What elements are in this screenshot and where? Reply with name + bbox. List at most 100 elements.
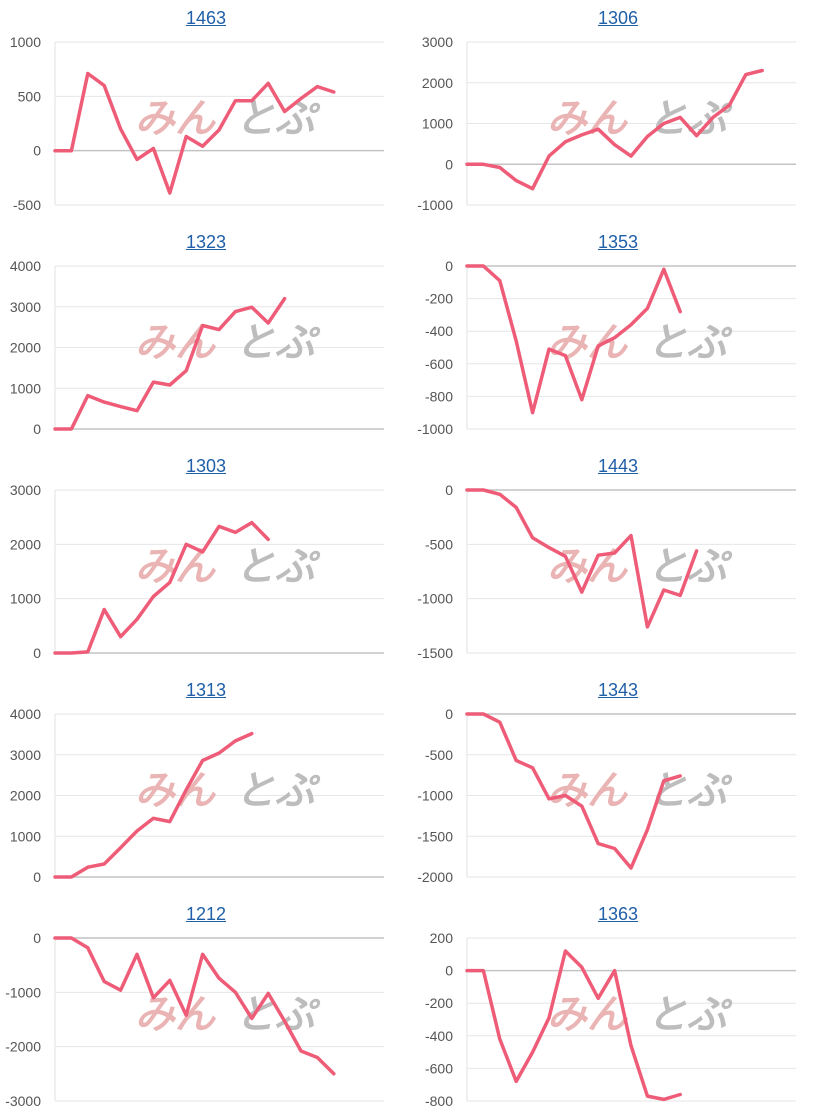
line-chart: -1000 0 1000 2000 3000 みん とぷ — [417, 34, 796, 213]
y-tick-label: 1000 — [422, 116, 453, 132]
y-tick-label: 1000 — [10, 34, 41, 50]
y-tick-label: 1000 — [10, 380, 41, 396]
stock-code-link[interactable]: 1363 — [597, 904, 639, 924]
svg-text:とぷ: とぷ — [235, 321, 321, 365]
svg-text:みん: みん — [547, 321, 629, 365]
chart-title: 1463 — [0, 8, 412, 29]
series-line — [53, 731, 254, 879]
y-tick-label: -200 — [425, 291, 453, 307]
y-tick-label: 0 — [33, 645, 41, 661]
line-chart: 0 1000 2000 3000 みん とぷ — [10, 482, 384, 661]
y-tick-label: -500 — [13, 197, 41, 213]
y-tick-label: -1000 — [417, 197, 453, 213]
stock-code-link[interactable]: 1303 — [185, 456, 227, 476]
line-chart: 200 0 -200 -400 -600 -800 みん とぷ — [425, 930, 796, 1109]
svg-text:みん: みん — [135, 993, 217, 1037]
y-tick-label: -500 — [425, 747, 453, 763]
y-tick-label: 0 — [33, 143, 41, 159]
series-line — [465, 949, 682, 1102]
line-chart: 0 -500 -1000 -1500 -2000 みん とぷ — [417, 706, 796, 885]
stock-code-link[interactable]: 1343 — [597, 680, 639, 700]
y-tick-label: -1000 — [417, 591, 453, 607]
series-line — [465, 488, 699, 629]
stock-code-link[interactable]: 1463 — [185, 8, 227, 28]
series-line — [53, 520, 270, 655]
minkabu-watermark: みん とぷ — [547, 993, 733, 1037]
stock-code-link[interactable]: 1323 — [185, 232, 227, 252]
y-tick-label: 0 — [445, 706, 453, 722]
minkabu-watermark: みん とぷ — [135, 769, 321, 813]
svg-text:とぷ: とぷ — [647, 321, 733, 365]
chart-panel-1313: 1313 0 1000 2000 3000 4000 みん とぷ — [0, 672, 412, 896]
chart-panel-1303: 1303 0 1000 2000 3000 みん とぷ — [0, 448, 412, 672]
y-tick-label: 4000 — [10, 706, 41, 722]
svg-text:とぷ: とぷ — [235, 97, 321, 141]
minkabu-watermark: みん とぷ — [547, 321, 733, 365]
chart-panel-1443: 1443 0 -500 -1000 -1500 みん とぷ — [412, 448, 824, 672]
y-tick-label: -200 — [425, 995, 453, 1011]
line-chart: 0 -1000 -2000 -3000 みん とぷ — [5, 930, 384, 1109]
y-tick-label: 0 — [33, 930, 41, 946]
line-chart: 0 -200 -400 -600 -800 -1000 みん とぷ — [417, 258, 796, 437]
stock-code-link[interactable]: 1306 — [597, 8, 639, 28]
y-tick-label: -1000 — [5, 984, 41, 1000]
svg-text:みん: みん — [135, 97, 217, 141]
minkabu-watermark: みん とぷ — [135, 321, 321, 365]
y-tick-label: -400 — [425, 1028, 453, 1044]
y-tick-label: -500 — [425, 536, 453, 552]
line-chart: 0 1000 2000 3000 4000 みん とぷ — [10, 258, 384, 437]
y-tick-label: -800 — [425, 1093, 453, 1109]
y-tick-label: 2000 — [10, 536, 41, 552]
svg-text:とぷ: とぷ — [647, 993, 733, 1037]
stock-code-link[interactable]: 1313 — [185, 680, 227, 700]
y-tick-label: 2000 — [422, 75, 453, 91]
series-line — [53, 936, 336, 1076]
chart-panel-1343: 1343 0 -500 -1000 -1500 -2000 みん とぷ — [412, 672, 824, 896]
y-tick-label: 0 — [33, 869, 41, 885]
stock-code-link[interactable]: 1443 — [597, 456, 639, 476]
y-tick-label: 1000 — [10, 591, 41, 607]
minkabu-watermark: みん とぷ — [135, 993, 321, 1037]
chart-panel-1363: 1363 200 0 -200 -400 -600 -800 みん とぷ — [412, 896, 824, 1120]
svg-text:とぷ: とぷ — [647, 97, 733, 141]
line-chart: 0 1000 2000 3000 4000 みん とぷ — [10, 706, 384, 885]
y-tick-label: 500 — [18, 88, 42, 104]
chart-title: 1363 — [412, 904, 824, 925]
svg-text:みん: みん — [547, 769, 629, 813]
series-line — [465, 68, 764, 191]
y-tick-label: 0 — [445, 482, 453, 498]
chart-panel-1463: 1463 -500 0 500 1000 みん とぷ — [0, 0, 412, 224]
stock-code-link[interactable]: 1353 — [597, 232, 639, 252]
chart-title: 1303 — [0, 456, 412, 477]
series-line — [465, 712, 682, 870]
svg-text:とぷ: とぷ — [235, 545, 321, 589]
y-tick-label: 0 — [33, 421, 41, 437]
chart-panel-1353: 1353 0 -200 -400 -600 -800 -1000 みん とぷ — [412, 224, 824, 448]
y-tick-label: -1000 — [417, 788, 453, 804]
series-line — [53, 71, 336, 195]
y-tick-label: 1000 — [10, 828, 41, 844]
y-tick-label: 3000 — [422, 34, 453, 50]
y-tick-label: 3000 — [10, 747, 41, 763]
minkabu-watermark: みん とぷ — [547, 97, 733, 141]
y-tick-label: -600 — [425, 356, 453, 372]
chart-title: 1443 — [412, 456, 824, 477]
y-tick-label: -1000 — [417, 421, 453, 437]
stock-code-link[interactable]: 1212 — [185, 904, 227, 924]
series-line — [465, 264, 682, 415]
chart-panel-1306: 1306 -1000 0 1000 2000 3000 みん とぷ — [412, 0, 824, 224]
chart-title: 1323 — [0, 232, 412, 253]
y-tick-label: -3000 — [5, 1093, 41, 1109]
svg-text:みん: みん — [135, 769, 217, 813]
line-chart: -500 0 500 1000 みん とぷ — [10, 34, 384, 213]
y-tick-label: 3000 — [10, 299, 41, 315]
chart-title: 1343 — [412, 680, 824, 701]
y-tick-label: 0 — [445, 156, 453, 172]
y-tick-label: 2000 — [10, 340, 41, 356]
y-tick-label: -800 — [425, 388, 453, 404]
y-tick-label: 3000 — [10, 482, 41, 498]
y-tick-label: -2000 — [417, 869, 453, 885]
chart-title: 1306 — [412, 8, 824, 29]
y-tick-label: -600 — [425, 1060, 453, 1076]
